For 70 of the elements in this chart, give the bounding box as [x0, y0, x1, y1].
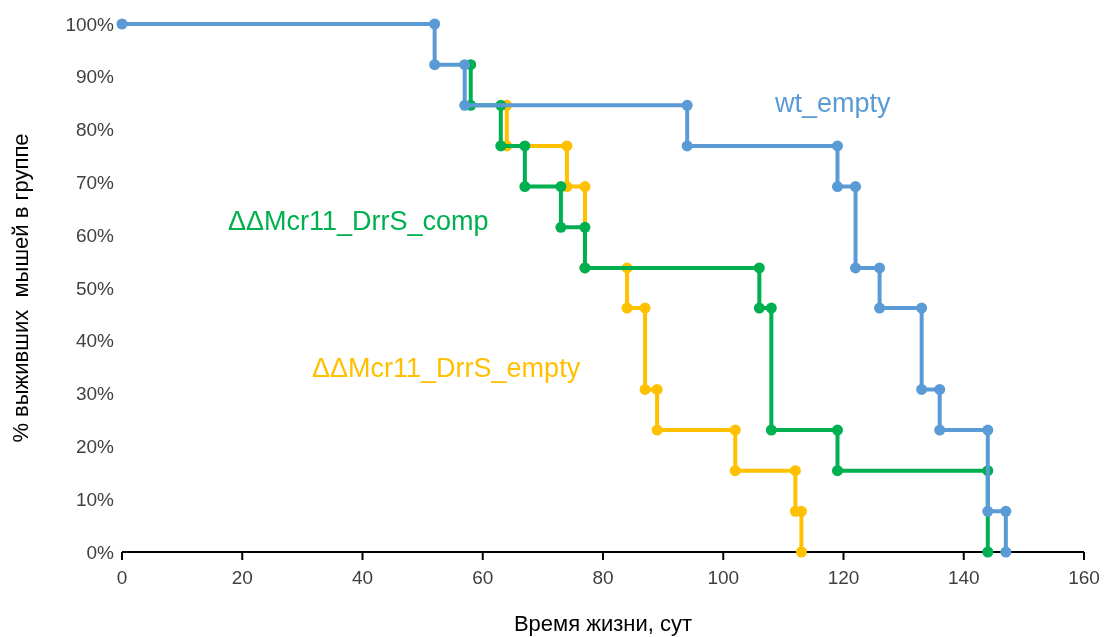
x-tick-label: 140 [947, 567, 980, 588]
y-tick-label: 20% [75, 436, 115, 458]
point [729, 465, 741, 477]
point [753, 302, 765, 314]
point [831, 140, 843, 152]
point [651, 383, 663, 395]
point [579, 181, 591, 193]
point [982, 505, 994, 517]
y-tick-label: 90% [75, 66, 115, 88]
x-tick-label: 160 [1068, 567, 1100, 588]
point [934, 383, 946, 395]
point [831, 181, 843, 193]
point [831, 424, 843, 436]
x-axis-title: Время жизни, сут [513, 611, 693, 636]
point [639, 302, 651, 314]
text: ΔΔMcr11_DrrS_empty [312, 353, 581, 383]
x-tick-label: 120 [827, 567, 860, 588]
point [831, 465, 843, 477]
y-tick-label: 80% [75, 119, 115, 141]
point [982, 546, 994, 558]
point [795, 546, 807, 558]
point [1000, 505, 1012, 517]
x-tick-label: 20 [231, 567, 253, 588]
point [429, 18, 441, 30]
point [874, 262, 886, 274]
y-tick-label: 100% [65, 13, 115, 35]
y-tick-label: 10% [75, 488, 115, 510]
x-tick-label: 80 [592, 567, 614, 588]
point [729, 424, 741, 436]
point [874, 302, 886, 314]
point [639, 383, 651, 395]
point [681, 99, 693, 111]
x-tick-label: 40 [351, 567, 374, 588]
point [459, 59, 471, 71]
point [982, 424, 994, 436]
x-tick-label: 60 [472, 567, 494, 588]
point [116, 18, 128, 30]
point [1000, 546, 1012, 558]
series-label: wt_empty [774, 88, 892, 118]
x-tick-label: 100 [707, 567, 740, 588]
point [765, 424, 777, 436]
point [765, 302, 777, 314]
y-tick-label: 40% [75, 330, 115, 352]
point [519, 181, 531, 193]
point [916, 383, 928, 395]
point [459, 99, 471, 111]
y-tick-label: 70% [75, 172, 115, 194]
point [579, 221, 591, 233]
y-tick-label: 0% [86, 541, 115, 563]
point [519, 140, 531, 152]
point [789, 465, 801, 477]
y-tick-label: 30% [75, 383, 115, 405]
point [651, 424, 663, 436]
point [916, 302, 928, 314]
point [850, 181, 862, 193]
point [555, 221, 567, 233]
y-tick-label: 50% [75, 277, 115, 299]
point [429, 59, 441, 71]
series-label: ΔΔMcr11_DrrS_comp [228, 206, 489, 236]
point [561, 140, 573, 152]
point [753, 262, 765, 274]
point [555, 181, 567, 193]
point [934, 424, 946, 436]
point [850, 262, 862, 274]
point [621, 302, 633, 314]
y-tick-label: 60% [75, 224, 115, 246]
point [495, 140, 507, 152]
point [681, 140, 693, 152]
x-tick-label: 0 [116, 567, 128, 588]
y-axis-title: % выживших мышей в группе [8, 133, 33, 443]
